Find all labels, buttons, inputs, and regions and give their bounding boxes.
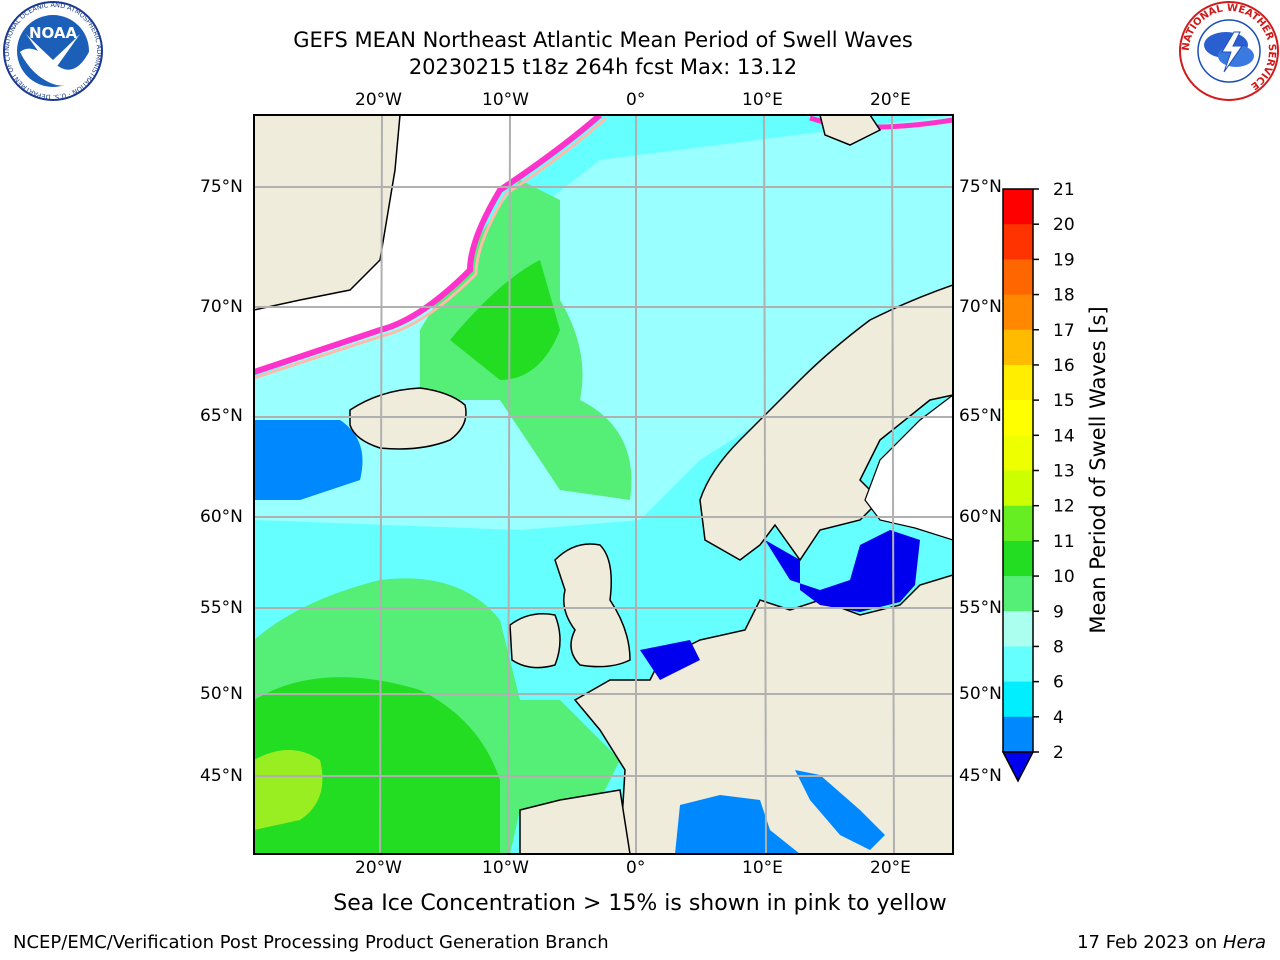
lat-label-left-75n: 75°N <box>200 177 243 197</box>
colorbar-swatch <box>1003 716 1033 753</box>
colorbar-tick-label: 8 <box>1053 637 1064 657</box>
green-core-southwest <box>254 677 500 854</box>
lon-label-top-20e: 20°E <box>870 90 911 110</box>
colorbar-swatch <box>1003 681 1033 718</box>
lat-label-left-55n: 55°N <box>200 598 243 618</box>
nws-logo: NATIONAL WEATHER SERVICE <box>1179 1 1279 101</box>
lon-label-bottom-10w: 10°W <box>482 858 529 878</box>
lat-label-left-60n: 60°N <box>200 507 243 527</box>
land-great-britain <box>554 543 631 668</box>
lon-label-bottom-0: 0° <box>626 858 646 878</box>
colorbar-swatch <box>1003 189 1033 225</box>
colorbar-tick-label: 13 <box>1053 462 1075 482</box>
colorbar-tick-label: 17 <box>1053 321 1075 341</box>
colorbar-swatch <box>1003 576 1033 612</box>
colorbar-swatch <box>1003 470 1033 507</box>
map-field <box>254 115 953 854</box>
lon-label-top-20w: 20°W <box>355 90 402 110</box>
gulf-of-bothnia <box>864 394 953 541</box>
lat-label-left-70n: 70°N <box>200 297 243 317</box>
colorbar-tick-label: 9 <box>1053 602 1064 622</box>
mediterranean <box>675 795 800 854</box>
lon-label-bottom-20w: 20°W <box>355 858 402 878</box>
colorbar-tick-label: 18 <box>1053 286 1075 306</box>
sea-ice-note: Sea Ice Concentration > 15% is shown in … <box>333 891 947 916</box>
noaa-logo-text: NOAA <box>29 24 78 42</box>
colorbar-swatch <box>1003 364 1033 401</box>
footer-left: NCEP/EMC/Verification Post Processing Pr… <box>13 932 609 953</box>
colorbar-swatch <box>1003 259 1033 296</box>
colorbar-swatch <box>1003 435 1033 471</box>
colorbar-min-arrow <box>1001 751 1035 783</box>
blue-patch-west <box>254 420 363 500</box>
map-frame <box>253 114 954 855</box>
colorbar-swatch <box>1003 505 1033 542</box>
colorbar-ticks: 21 20 19 18 17 16 15 14 13 12 11 10 9 8 6 4 2 <box>1033 180 1075 763</box>
colorbar-tick-label: 10 <box>1053 567 1075 587</box>
land-ireland <box>509 613 561 669</box>
colorbar-tick-label: 15 <box>1053 391 1075 411</box>
english-channel <box>640 640 700 680</box>
colorbar-tick-label: 12 <box>1053 497 1075 517</box>
lon-label-top-10e: 10°E <box>742 90 783 110</box>
lat-label-left-50n: 50°N <box>200 684 243 704</box>
lat-label-right-55n: 55°N <box>959 598 1002 618</box>
lat-label-right-50n: 50°N <box>959 684 1002 704</box>
colorbar-swatches <box>1003 189 1033 753</box>
sea-ice-edge-pink <box>254 115 602 375</box>
green-core-norwegian <box>450 260 560 380</box>
graticule <box>254 115 953 854</box>
colorbar-swatch <box>1003 294 1033 331</box>
title-line-2: 20230215 t18z 264h fcst Max: 13.12 <box>408 55 798 79</box>
land-iceland <box>349 387 467 450</box>
colorbar-swatch <box>1003 646 1033 683</box>
colorbar-tick-label: 4 <box>1053 708 1064 728</box>
title-line-1: GEFS MEAN Northeast Atlantic Mean Period… <box>293 28 913 52</box>
colorbar-tick-label: 6 <box>1053 673 1064 693</box>
colorbar-tick-label: 2 <box>1053 743 1064 763</box>
adriatic <box>795 770 885 850</box>
colorbar-tick-label: 21 <box>1053 180 1075 200</box>
footer-date: 17 Feb 2023 on <box>1077 932 1223 953</box>
colorbar-tick-label: 16 <box>1053 356 1075 376</box>
lat-label-right-75n: 75°N <box>959 177 1002 197</box>
colorbar-swatch <box>1003 329 1033 366</box>
lon-label-top-0: 0° <box>626 90 646 110</box>
lat-label-right-45n: 45°N <box>959 766 1002 786</box>
colorbar-tick-label: 19 <box>1053 250 1075 270</box>
lon-label-bottom-10e: 10°E <box>742 858 783 878</box>
land-greenland <box>254 115 401 311</box>
lon-label-bottom-20e: 20°E <box>870 858 911 878</box>
colorbar-swatch <box>1003 540 1033 577</box>
colorbar: 21 20 19 18 17 16 15 14 13 12 11 10 9 8 6 4 2 <box>1001 180 1075 783</box>
footer-right: 17 Feb 2023 on Hera <box>1077 932 1266 953</box>
colorbar-label: Mean Period of Swell Waves [s] <box>1086 306 1110 634</box>
noaa-logo: NATIONAL OCEANIC AND ATMOSPHERIC ADMINIS… <box>2 0 103 101</box>
lat-label-left-45n: 45°N <box>200 766 243 786</box>
lat-label-right-65n: 65°N <box>959 406 1002 426</box>
colorbar-tick-label: 14 <box>1053 426 1075 446</box>
land-scandinavia <box>699 284 953 562</box>
lon-label-top-10w: 10°W <box>482 90 529 110</box>
colorbar-swatch <box>1003 224 1033 260</box>
colorbar-tick-label: 11 <box>1053 532 1075 552</box>
colorbar-swatch <box>1003 400 1033 436</box>
footer-host: Hera <box>1222 932 1266 953</box>
lat-label-right-70n: 70°N <box>959 297 1002 317</box>
lat-label-left-65n: 65°N <box>200 406 243 426</box>
land-svalbard <box>819 115 882 146</box>
colorbar-swatch <box>1003 611 1033 647</box>
land-iberia <box>519 789 631 854</box>
lat-label-right-60n: 60°N <box>959 507 1002 527</box>
yellowgreen-core <box>254 750 323 830</box>
sea-ice-edge-yellow <box>254 116 608 380</box>
baltic-sea <box>765 530 920 612</box>
colorbar-tick-label: 20 <box>1053 215 1075 235</box>
